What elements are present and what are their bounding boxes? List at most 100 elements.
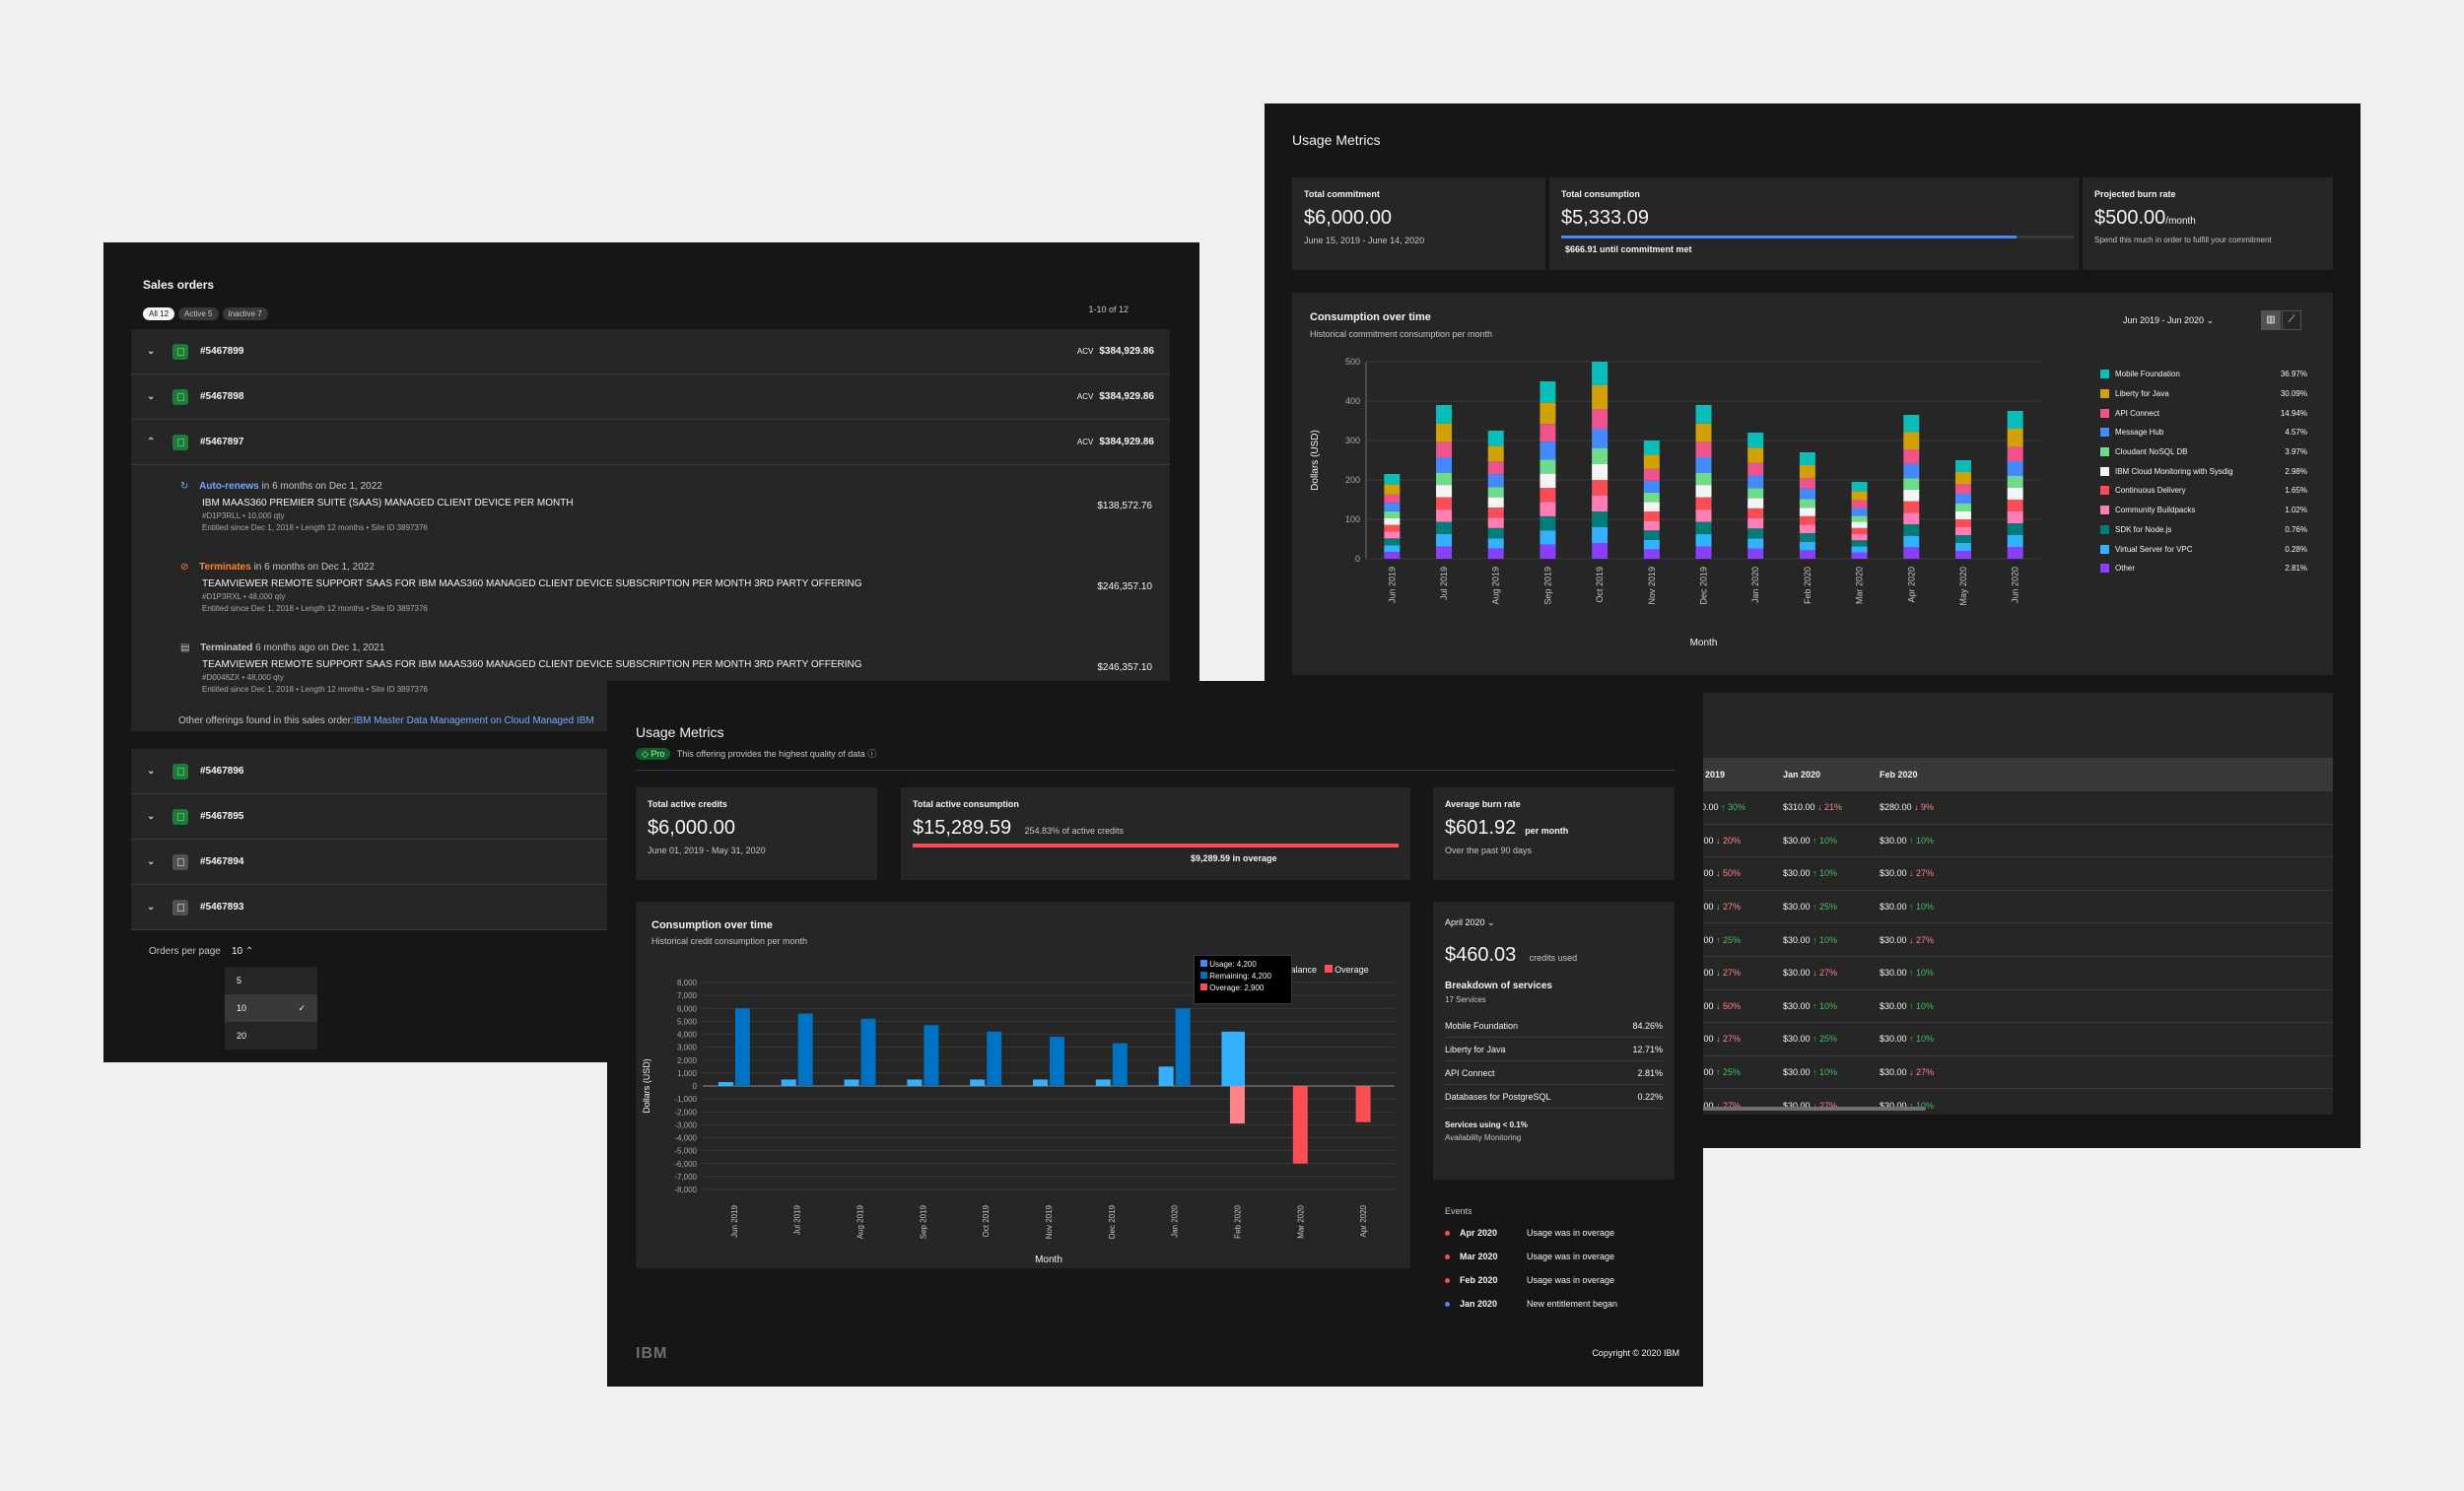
bar-segment[interactable]: [1954, 535, 1971, 543]
bar-segment[interactable]: [1903, 415, 1920, 433]
bar-segment[interactable]: [1540, 424, 1556, 442]
chevron-up-icon[interactable]: ⌃: [147, 437, 156, 447]
bar-segment[interactable]: [1487, 527, 1504, 539]
bar-segment[interactable]: [1695, 472, 1712, 486]
bar-segment[interactable]: [1436, 497, 1453, 510]
remaining-bar[interactable]: [1050, 1037, 1064, 1086]
remaining-bar[interactable]: [1175, 1008, 1191, 1086]
filter-pill-all[interactable]: All 12: [143, 307, 175, 320]
overage-bar[interactable]: [1355, 1086, 1371, 1122]
bar-segment[interactable]: [1954, 504, 1971, 511]
bar-segment[interactable]: [1643, 502, 1660, 511]
bar-segment[interactable]: [1851, 540, 1868, 547]
chevron-down-icon[interactable]: ⌄: [147, 856, 156, 867]
column-header[interactable]: Jan 2020: [1783, 770, 1821, 779]
bar-segment[interactable]: [1384, 484, 1401, 495]
per-page-control[interactable]: Orders per page 10 ⌃: [149, 946, 253, 957]
bar-segment[interactable]: [1747, 462, 1764, 476]
usage-bar[interactable]: [970, 1079, 986, 1086]
bar-segment[interactable]: [1747, 488, 1764, 499]
chevron-down-icon[interactable]: ⌄: [147, 811, 156, 822]
bar-segment[interactable]: [1384, 517, 1401, 525]
usage-bar[interactable]: [781, 1079, 796, 1086]
bar-segment[interactable]: [1799, 533, 1815, 542]
bar-segment[interactable]: [1903, 523, 1920, 536]
bar-segment[interactable]: [2007, 429, 2023, 446]
bar-segment[interactable]: [1487, 474, 1504, 488]
bar-segment[interactable]: [1954, 551, 1971, 559]
bar-segment[interactable]: [1592, 448, 1608, 464]
bar-segment[interactable]: [1851, 482, 1868, 492]
bar-segment[interactable]: [1643, 511, 1660, 521]
bar-segment[interactable]: [1592, 543, 1608, 559]
bar-segment[interactable]: [1851, 515, 1868, 522]
bar-segment[interactable]: [2007, 523, 2023, 535]
other-offering-link[interactable]: IBM Master Data Management on Cloud Mana…: [353, 715, 575, 726]
bar-segment[interactable]: [2007, 411, 2023, 429]
bar-segment[interactable]: [1540, 530, 1556, 545]
chevron-down-icon[interactable]: ⌄: [147, 766, 156, 777]
other-offering-link-2[interactable]: IBM: [576, 715, 594, 726]
per-page-value[interactable]: 10: [231, 946, 243, 957]
overage-bar[interactable]: [1292, 1086, 1308, 1164]
bar-segment[interactable]: [1851, 491, 1868, 501]
bar-segment[interactable]: [1903, 547, 1920, 559]
bar-segment[interactable]: [1747, 447, 1764, 463]
bar-segment[interactable]: [2007, 446, 2023, 461]
bar-segment[interactable]: [1487, 487, 1504, 498]
range-select[interactable]: Jun 2019 - Jun 2020 ⌄: [2123, 315, 2214, 326]
bar-segment[interactable]: [1799, 515, 1815, 525]
bar-segment[interactable]: [1643, 441, 1660, 455]
filter-pill-inactive[interactable]: Inactive 7: [222, 307, 268, 320]
bar-segment[interactable]: [1384, 503, 1401, 511]
bar-segment[interactable]: [2007, 500, 2023, 511]
bar-segment[interactable]: [1695, 485, 1712, 498]
remaining-bar[interactable]: [1112, 1043, 1128, 1086]
bar-segment[interactable]: [1384, 552, 1401, 559]
bar-segment[interactable]: [1487, 461, 1504, 475]
bar-segment[interactable]: [2007, 511, 2023, 523]
bar-segment[interactable]: [1954, 519, 1971, 527]
bar-segment[interactable]: [1540, 502, 1556, 516]
bar-segment[interactable]: [1592, 511, 1608, 527]
bar-segment[interactable]: [1954, 484, 1971, 494]
bar-segment[interactable]: [1436, 423, 1453, 442]
bar-segment[interactable]: [1487, 445, 1504, 462]
column-header[interactable]: Feb 2020: [1880, 770, 1918, 779]
bar-segment[interactable]: [1384, 494, 1401, 504]
bar-segment[interactable]: [1436, 457, 1453, 473]
bar-segment[interactable]: [1436, 546, 1453, 559]
bar-segment[interactable]: [1799, 477, 1815, 489]
order-row[interactable]: ⌄ #5467898 ACV $384,929.86: [131, 374, 1170, 420]
bar-segment[interactable]: [1436, 485, 1453, 498]
bar-segment[interactable]: [1487, 508, 1504, 518]
bar-segment[interactable]: [1487, 548, 1504, 559]
month-select[interactable]: April 2020 ⌄: [1445, 917, 1663, 928]
bar-segment[interactable]: [1592, 385, 1608, 409]
bar-segment[interactable]: [1592, 409, 1608, 429]
usage-bar[interactable]: [844, 1079, 859, 1086]
bar-segment[interactable]: [2007, 461, 2023, 476]
bar-segment[interactable]: [1384, 531, 1401, 539]
bar-segment[interactable]: [1954, 472, 1971, 484]
per-page-option[interactable]: 5: [225, 967, 317, 994]
bar-segment[interactable]: [1954, 494, 1971, 504]
bar-segment[interactable]: [1851, 534, 1868, 541]
bar-segment[interactable]: [1903, 512, 1920, 524]
bar-segment[interactable]: [1903, 535, 1920, 548]
bar-segment[interactable]: [1799, 464, 1815, 478]
chevron-down-icon[interactable]: ⌄: [147, 902, 156, 913]
bar-segment[interactable]: [1487, 431, 1504, 446]
bar-segment[interactable]: [1695, 423, 1712, 442]
bar-segment[interactable]: [1384, 538, 1401, 546]
bar-segment[interactable]: [1487, 538, 1504, 549]
bar-segment[interactable]: [2007, 476, 2023, 488]
overage-bar[interactable]: [1229, 1086, 1245, 1124]
bar-segment[interactable]: [1851, 500, 1868, 508]
bar-segment[interactable]: [1799, 452, 1815, 465]
bar-segment[interactable]: [2007, 488, 2023, 500]
bar-segment[interactable]: [1592, 464, 1608, 480]
bar-segment[interactable]: [1540, 441, 1556, 460]
bar-segment[interactable]: [1747, 475, 1764, 489]
remaining-bar[interactable]: [734, 1008, 750, 1086]
